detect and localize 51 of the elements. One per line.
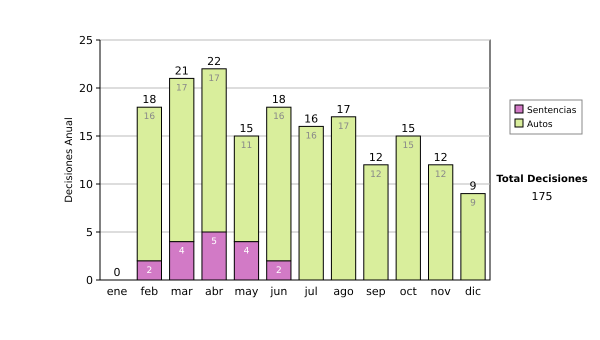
legend-label: Sentencias — [527, 106, 577, 116]
x-tick-label: nov — [430, 285, 452, 298]
data-label: 17 — [338, 122, 350, 132]
y-tick-label: 0 — [86, 274, 93, 287]
x-tick-label: ene — [106, 285, 128, 298]
total-label: 12 — [434, 150, 448, 164]
x-tick-label: ago — [333, 285, 354, 298]
data-label: 16 — [305, 131, 318, 142]
x-tick-label: oct — [400, 285, 418, 298]
total-label: 9 — [470, 180, 477, 193]
data-label: 4 — [178, 246, 185, 257]
total-label: 18 — [142, 93, 156, 106]
data-label: 9 — [470, 198, 476, 209]
data-label: 2 — [276, 266, 282, 276]
data-label: 12 — [434, 170, 446, 180]
y-tick-label: 15 — [79, 130, 93, 143]
x-tick-label: jun — [269, 285, 288, 298]
x-tick-label: may — [234, 285, 259, 298]
data-label: 11 — [240, 141, 252, 151]
data-label: 15 — [402, 141, 414, 151]
y-tick-label: 25 — [79, 34, 93, 47]
y-tick-label: 10 — [79, 178, 93, 191]
legend-label: Autos — [527, 120, 553, 130]
x-tick-label: dic — [464, 285, 482, 298]
text: Total Decisiones — [496, 174, 588, 185]
x-tick-label: jul — [304, 285, 318, 298]
x-tick-label: abr — [204, 285, 224, 298]
total-label: 21 — [174, 64, 189, 78]
text: 175 — [532, 190, 552, 203]
data-label: 4 — [244, 246, 250, 257]
data-label: 5 — [211, 237, 217, 247]
total-label: 12 — [368, 150, 383, 164]
x-tick-label: sep — [366, 285, 386, 298]
data-label: 16 — [144, 112, 156, 122]
total-label: 17 — [336, 102, 351, 116]
data-label: 17 — [176, 83, 188, 94]
data-label: 2 — [146, 266, 152, 276]
x-tick-label: mar — [170, 285, 194, 298]
total-label: 16 — [304, 112, 318, 126]
total-label: 15 — [401, 122, 416, 135]
data-label: 17 — [208, 74, 220, 84]
total-label: 22 — [207, 54, 222, 68]
total-label: 18 — [272, 93, 286, 106]
data-label: 12 — [370, 170, 382, 180]
total-label: 15 — [239, 122, 254, 135]
y-axis-title: Decisiones Anual — [64, 117, 75, 203]
y-tick-label: 20 — [79, 82, 93, 95]
total-label: 0 — [113, 266, 120, 279]
y-tick-label: 5 — [86, 226, 93, 239]
x-tick-label: feb — [140, 285, 158, 298]
data-label: 16 — [273, 112, 285, 122]
